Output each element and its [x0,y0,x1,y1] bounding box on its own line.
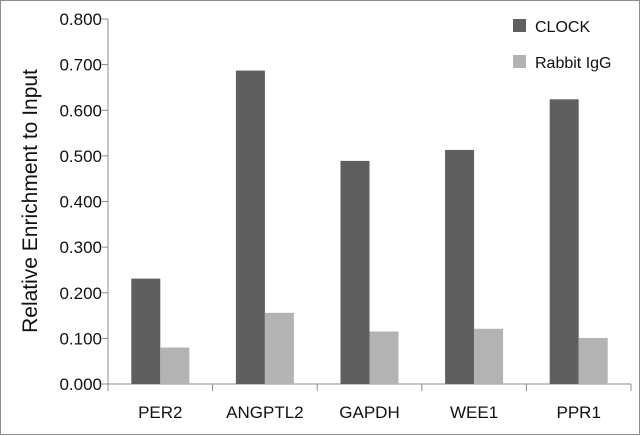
y-tick-label: 0.000 [59,375,102,394]
x-axis: PER2 ANGPTL2 GAPDH WEE1 PPR1 [107,383,632,422]
y-tick-label: 0.300 [59,238,102,257]
x-axis-ticks: PER2 ANGPTL2 GAPDH WEE1 PPR1 [107,384,632,422]
bar-rabbit-igg [474,328,504,384]
bar-clock [235,70,265,385]
bar-clock [340,160,370,384]
bars [131,70,608,385]
legend-label-clock: CLOCK [535,19,590,36]
y-axis: 0.000 0.100 0.200 0.300 0.400 0.500 0.600 0.700… [59,10,109,394]
y-tick-label: 0.600 [59,101,102,120]
y-tick-label: 0.200 [59,284,102,303]
x-tick-label: PPR1 [556,403,600,422]
x-tick-label: ANGPTL2 [226,403,303,422]
bar-rabbit-igg [264,312,294,384]
bar-clock [445,149,475,384]
y-tick-label: 0.700 [59,56,102,75]
y-tick-label: 0.500 [59,147,102,166]
bar-clock [131,278,161,384]
bar-rabbit-igg [578,337,608,384]
bar-rabbit-igg [160,347,190,384]
y-tick-label: 0.100 [59,329,102,348]
legend: CLOCK Rabbit IgG [513,19,611,72]
legend-swatch-clock [513,19,526,32]
x-tick-label: PER2 [138,403,182,422]
legend-swatch-rabbit-igg [513,55,526,68]
y-axis-title: Relative Enrichment to Input [19,69,42,333]
x-tick-label: WEE1 [450,403,498,422]
bar-rabbit-igg [369,331,399,384]
x-tick-label: GAPDH [339,403,399,422]
bar-clock [549,99,579,385]
y-axis-ticks: 0.000 0.100 0.200 0.300 0.400 0.500 0.600 0.700… [59,10,108,394]
y-tick-label: 0.400 [59,193,102,212]
y-tick-label: 0.800 [59,10,102,29]
legend-label-rabbit-igg: Rabbit IgG [535,55,611,72]
